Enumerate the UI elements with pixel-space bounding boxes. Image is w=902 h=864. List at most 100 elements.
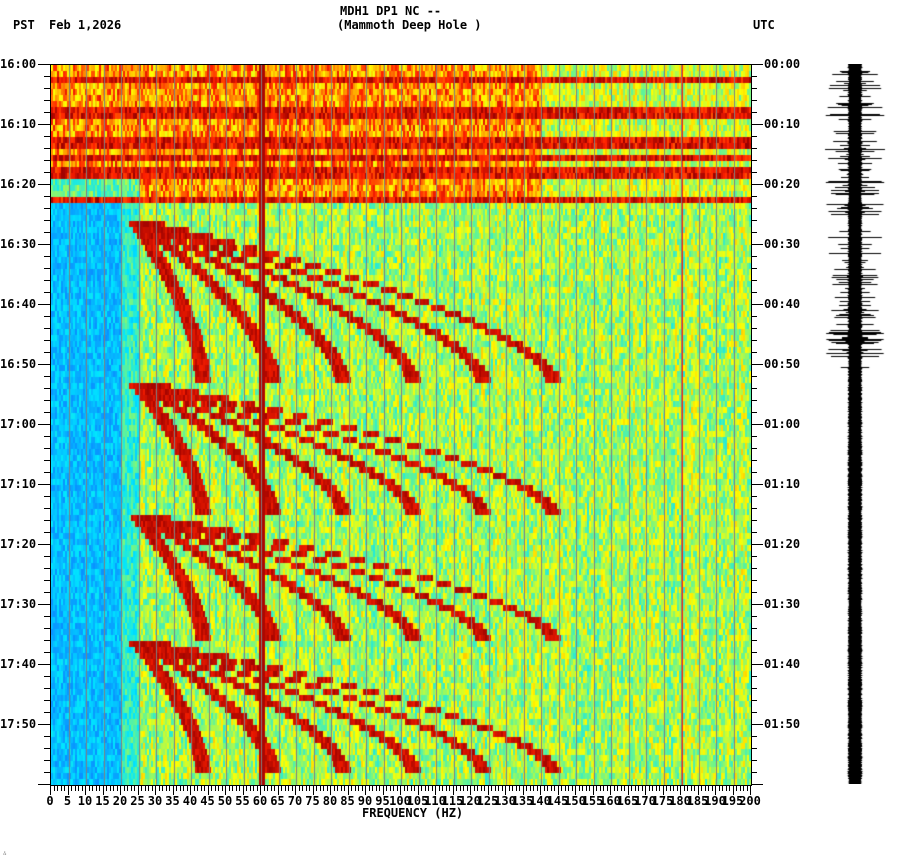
x-tick (505, 785, 506, 795)
x-tick (222, 785, 223, 791)
left-time-label: 16:10 (0, 117, 37, 131)
x-tick (533, 785, 534, 791)
right-tick (751, 64, 763, 65)
x-tick (659, 785, 660, 791)
x-tick (292, 785, 293, 791)
x-tick (558, 785, 559, 795)
x-tick (680, 785, 681, 795)
x-tick (348, 785, 349, 795)
x-tick (355, 785, 356, 791)
left-tick (44, 292, 50, 293)
x-tick-label: 195 (721, 794, 744, 808)
x-tick (369, 785, 370, 791)
left-time-label: 16:20 (0, 177, 37, 191)
x-tick-label: 120 (459, 794, 481, 808)
x-tick (124, 785, 125, 791)
right-tick (751, 172, 757, 173)
x-tick (194, 785, 195, 791)
x-tick (481, 785, 482, 791)
x-tick-label: 60 (252, 794, 268, 808)
x-tick (530, 785, 531, 791)
left-time-label: 17:00 (0, 417, 37, 431)
right-time-label: 00:00 (764, 57, 801, 71)
x-tick (208, 785, 209, 795)
left-tick (38, 304, 50, 305)
x-tick (120, 785, 121, 795)
x-tick (579, 785, 580, 791)
x-tick-label: 135 (511, 794, 534, 808)
x-tick (642, 785, 643, 791)
x-tick (337, 785, 338, 791)
x-tick (652, 785, 653, 791)
x-tick (740, 785, 741, 791)
left-tick (44, 172, 50, 173)
right-tick (751, 340, 757, 341)
left-tick (44, 580, 50, 581)
x-tick (687, 785, 688, 791)
x-tick (705, 785, 706, 791)
left-tick (44, 256, 50, 257)
x-tick (358, 785, 359, 791)
right-time-label: 01:40 (764, 657, 801, 671)
x-tick (173, 785, 174, 795)
x-tick (698, 785, 699, 795)
x-tick (302, 785, 303, 791)
x-tick (747, 785, 748, 791)
right-tick (751, 484, 763, 485)
x-tick (152, 785, 153, 791)
x-tick (229, 785, 230, 791)
right-tick (751, 472, 757, 473)
right-tick (751, 256, 757, 257)
right-time-label: 01:10 (764, 477, 801, 491)
x-tick (267, 785, 268, 791)
left-time-label: 16:50 (0, 357, 37, 371)
x-tick-label: 0 (46, 794, 54, 808)
x-tick (439, 785, 440, 791)
x-tick (663, 785, 664, 795)
right-time-label: 01:30 (764, 597, 801, 611)
x-tick (99, 785, 100, 791)
right-tick (751, 244, 763, 245)
x-tick (547, 785, 548, 791)
x-tick (166, 785, 167, 791)
right-tick (751, 388, 757, 389)
left-tick (44, 400, 50, 401)
right-tick (751, 328, 757, 329)
x-tick (575, 785, 576, 795)
x-tick (551, 785, 552, 791)
x-tick (386, 785, 387, 791)
left-tick (44, 76, 50, 77)
x-tick (540, 785, 541, 795)
x-tick (344, 785, 345, 791)
x-tick (568, 785, 569, 791)
x-tick (285, 785, 286, 791)
x-tick (187, 785, 188, 791)
x-tick (341, 785, 342, 791)
x-tick (127, 785, 128, 791)
right-tick (751, 88, 757, 89)
x-tick (593, 785, 594, 795)
right-tick (751, 400, 757, 401)
x-tick (134, 785, 135, 791)
x-tick-label: 50 (217, 794, 233, 808)
x-tick (614, 785, 615, 791)
right-tick (751, 268, 757, 269)
left-time-label: 16:00 (0, 57, 37, 71)
x-tick (425, 785, 426, 791)
left-tick (44, 532, 50, 533)
corner-mark: ∴ (3, 850, 7, 857)
left-tick (38, 64, 50, 65)
x-tick-label: 105 (406, 794, 429, 808)
x-tick (589, 785, 590, 791)
left-tick (44, 220, 50, 221)
right-time-label: 00:50 (764, 357, 801, 371)
left-tick (44, 112, 50, 113)
right-tick (751, 412, 757, 413)
right-time-label: 01:20 (764, 537, 801, 551)
x-tick (484, 785, 485, 791)
x-tick (148, 785, 149, 791)
x-tick (131, 785, 132, 791)
x-tick (750, 785, 751, 795)
left-tick (44, 448, 50, 449)
x-tick (379, 785, 380, 791)
